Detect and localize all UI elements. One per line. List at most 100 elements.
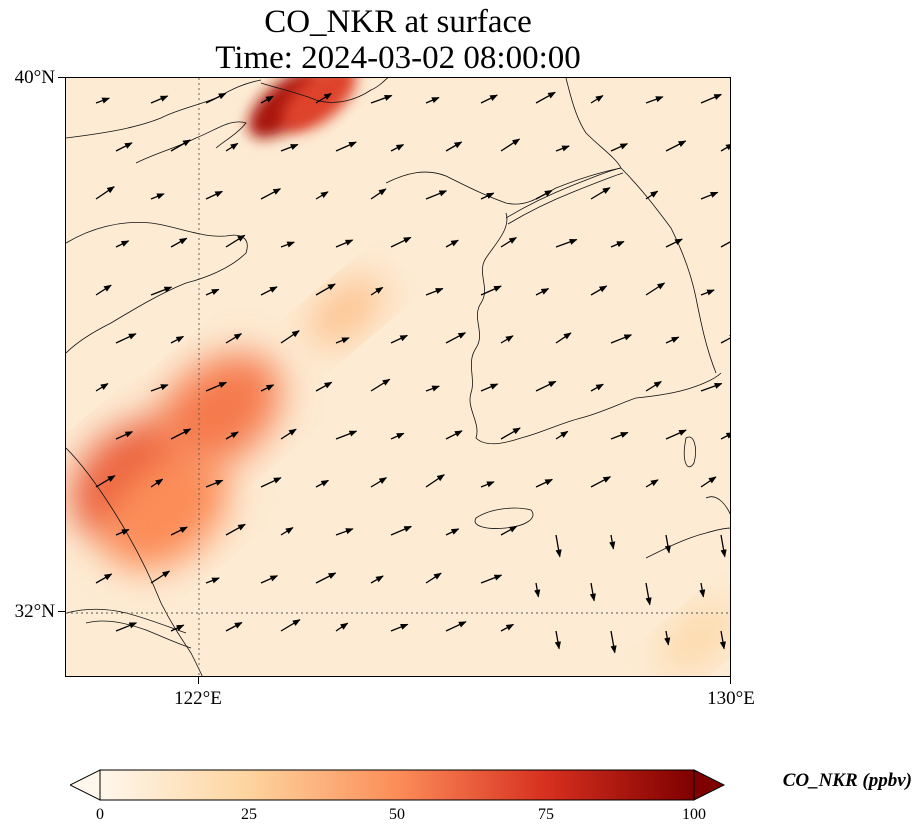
wind-arrow xyxy=(535,380,557,392)
wind-arrow xyxy=(370,188,387,200)
wind-arrow xyxy=(500,427,521,440)
wind-arrow xyxy=(554,630,561,650)
colorbar-gradient xyxy=(99,769,695,801)
wind-arrow xyxy=(700,93,723,104)
wind-arrow xyxy=(225,523,246,536)
wind-arrow xyxy=(260,575,279,584)
wind-arrow xyxy=(590,187,611,200)
wind-arrow xyxy=(205,288,220,296)
coastlines xyxy=(66,78,730,676)
wind-arrow xyxy=(589,582,596,602)
wind-arrow xyxy=(115,240,130,248)
wind-arrow xyxy=(370,94,393,104)
wind-arrow xyxy=(720,241,730,248)
wind-arrow xyxy=(150,384,169,392)
wind-arrow xyxy=(225,431,239,440)
wind-arrow xyxy=(720,432,730,440)
wind-arrow xyxy=(315,381,333,392)
wind-arrow xyxy=(370,477,388,488)
wind-arrow xyxy=(535,91,556,104)
title-line-2: Time: 2024-03-02 08:00:00 xyxy=(215,40,581,76)
wind-arrow xyxy=(315,283,336,296)
wind-arrow xyxy=(609,534,616,550)
wind-arrow xyxy=(700,476,717,488)
wind-arrow xyxy=(95,284,112,296)
wind-arrow xyxy=(115,142,133,152)
wind-arrow xyxy=(645,190,659,200)
wind-arrow xyxy=(425,96,440,104)
wind-arrow xyxy=(480,481,495,488)
wind-arrow xyxy=(150,193,165,200)
wind-arrow xyxy=(645,582,652,606)
wind-arrow xyxy=(370,575,384,584)
lat-tick-40 xyxy=(58,77,65,78)
wind-arrow xyxy=(425,385,440,392)
wind-arrow xyxy=(720,534,727,558)
wind-arrow xyxy=(280,428,297,440)
colorbar-tick-75: 75 xyxy=(538,806,554,823)
concentration-field xyxy=(70,78,730,672)
wind-arrow xyxy=(425,572,442,584)
wind-arrow xyxy=(150,95,169,104)
wind-arrow xyxy=(535,478,554,488)
wind-arrow xyxy=(150,478,164,488)
wind-arrow xyxy=(170,335,185,344)
wind-arrow xyxy=(370,286,384,296)
wind-arrow xyxy=(500,335,514,344)
wind-arrow xyxy=(610,240,625,248)
wind-arrow xyxy=(170,526,188,536)
wind-arrow xyxy=(315,92,332,104)
wind-arrow xyxy=(665,336,680,344)
wind-arrow xyxy=(225,234,246,248)
wind-arrow xyxy=(535,288,550,296)
wind-arrow xyxy=(225,142,239,152)
wind-arrow xyxy=(335,528,354,536)
wind-arrow xyxy=(645,282,666,296)
wind-arrow xyxy=(535,189,553,200)
lon-tick-122 xyxy=(198,677,199,684)
wind-arrow xyxy=(645,380,662,392)
lon-label-122: 122°E xyxy=(174,688,222,709)
wind-arrow xyxy=(425,190,448,200)
wind-arrow xyxy=(170,139,191,152)
wind-arrow xyxy=(170,624,185,632)
wind-arrow xyxy=(280,143,299,152)
colorbar-tick-50: 50 xyxy=(389,806,405,823)
colorbar-extend-low xyxy=(70,769,101,801)
wind-arrow xyxy=(95,475,116,488)
wind-arrow xyxy=(115,528,130,536)
wind-arrow xyxy=(500,525,518,536)
wind-arrow xyxy=(205,92,227,104)
field-hotspot xyxy=(661,604,730,672)
wind-arrow xyxy=(425,474,445,488)
field-background xyxy=(66,78,730,676)
wind-arrow xyxy=(719,630,726,650)
wind-arrow xyxy=(665,140,687,152)
wind-arrow xyxy=(280,527,294,536)
wind-arrow xyxy=(720,334,730,344)
wind-arrow xyxy=(555,430,569,440)
wind-arrow xyxy=(555,238,578,248)
wind-arrow xyxy=(335,239,354,248)
wind-arrow xyxy=(95,383,109,392)
wind-arrow xyxy=(700,382,723,392)
wind-arrow xyxy=(260,95,274,104)
wind-arrow xyxy=(590,95,604,104)
wind-arrow xyxy=(590,285,608,296)
wind-arrow xyxy=(445,528,460,536)
wind-arrow xyxy=(115,333,137,344)
wind-arrow xyxy=(260,384,275,392)
wind-arrow xyxy=(610,630,617,654)
wind-arrow xyxy=(225,333,243,344)
border-lines xyxy=(505,167,624,225)
wind-arrow xyxy=(390,334,409,344)
wind-arrow xyxy=(205,190,224,200)
wind-arrow xyxy=(335,141,357,152)
wind-arrow xyxy=(115,431,134,440)
lat-tick-32 xyxy=(58,611,65,612)
wind-arrow xyxy=(170,428,192,440)
wind-arrow xyxy=(480,574,503,584)
wind-arrow xyxy=(555,145,570,152)
wind-arrow xyxy=(95,186,115,200)
colorbar-tick-0: 0 xyxy=(96,806,104,823)
